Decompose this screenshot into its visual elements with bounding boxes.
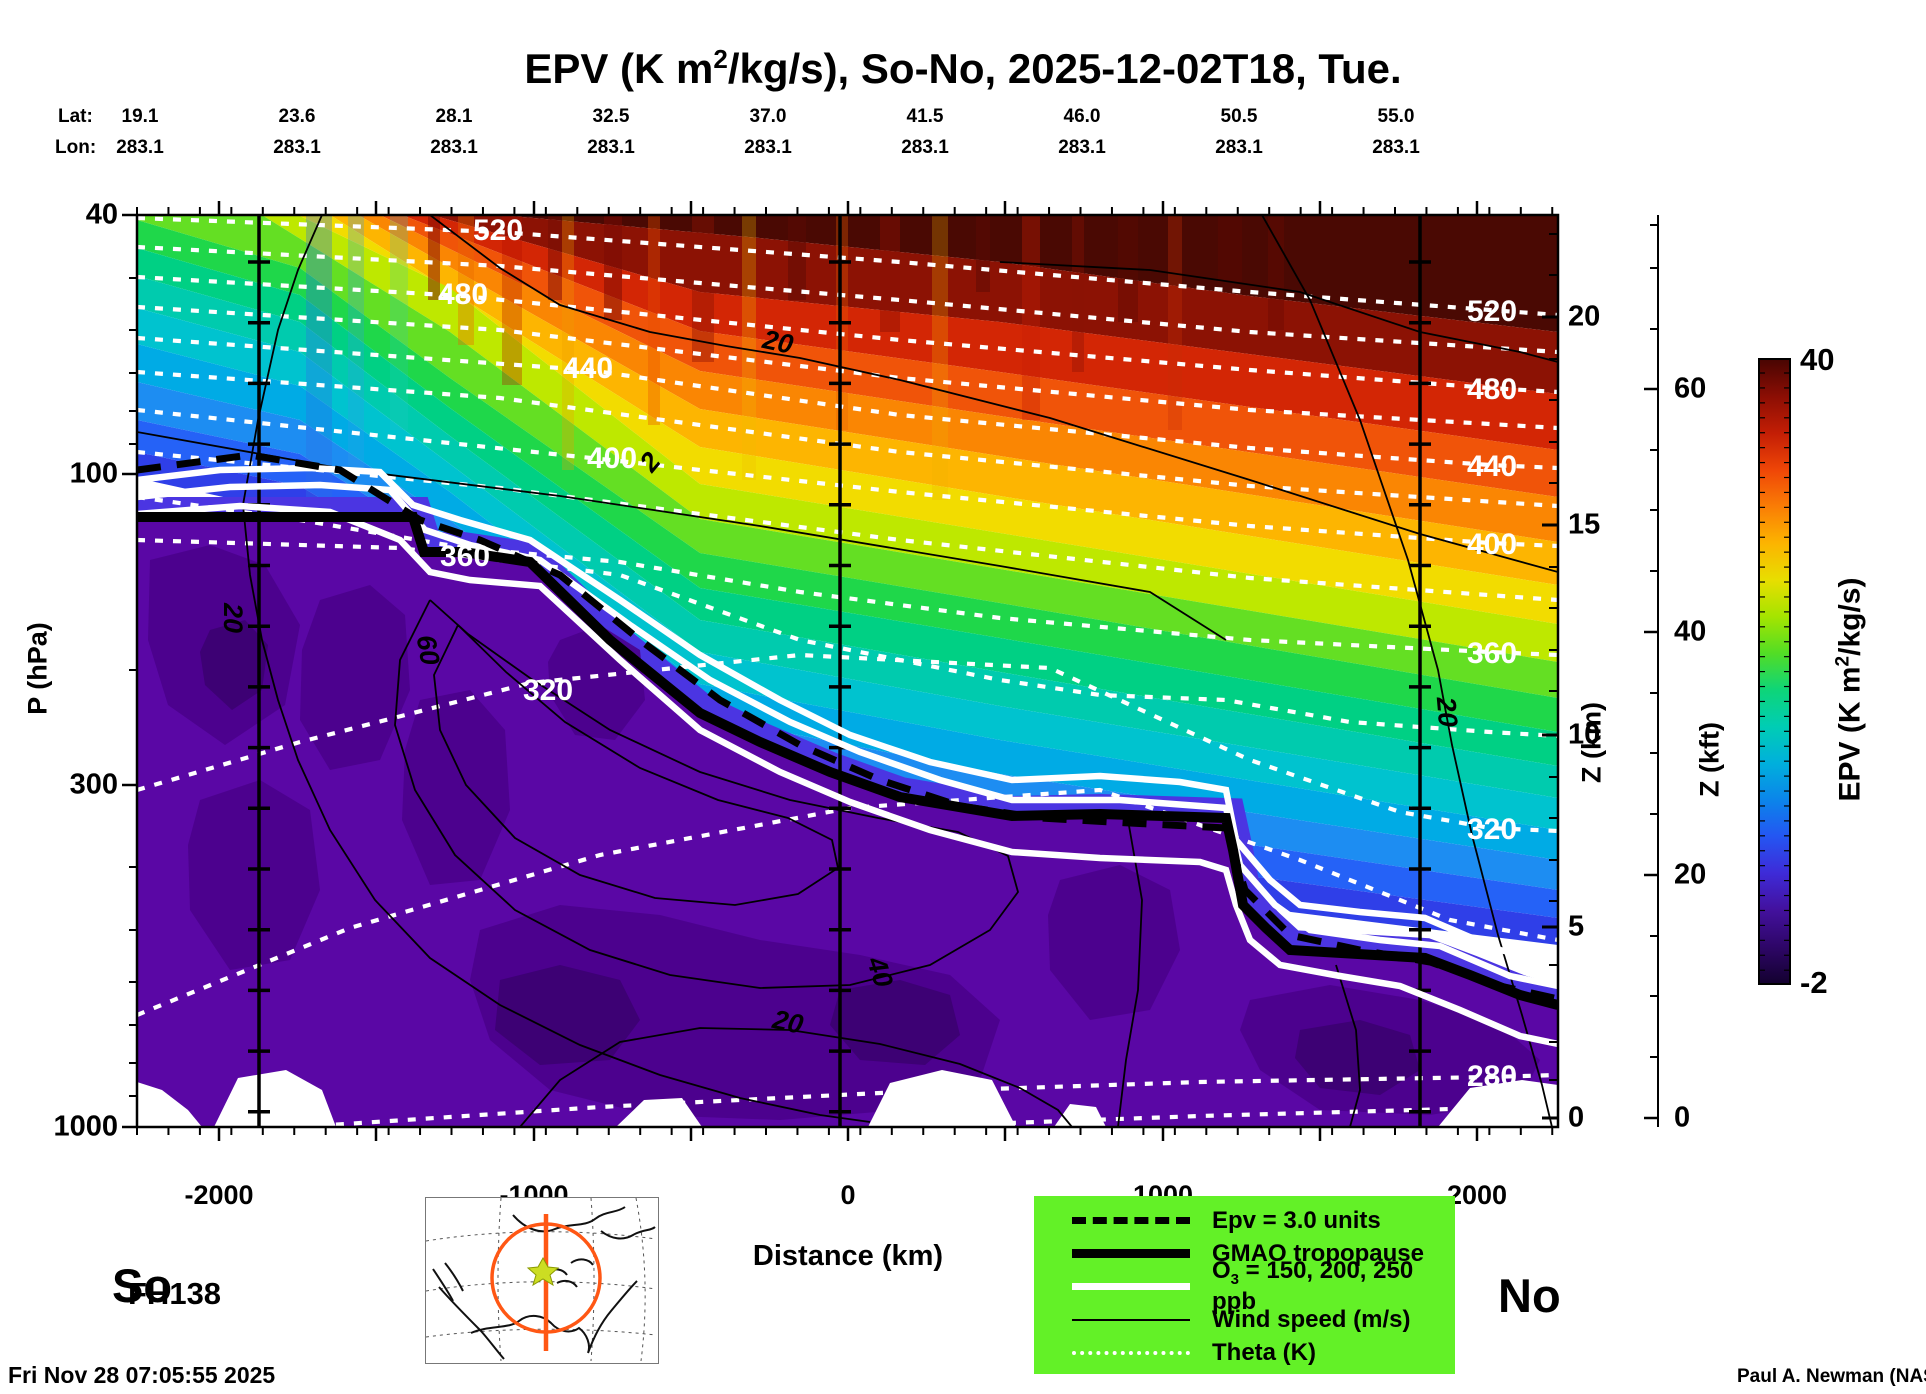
z-kft-tick-label: 60	[1674, 372, 1707, 405]
svg-text:400: 400	[587, 442, 637, 475]
z-kft-tick-label: 0	[1674, 1101, 1691, 1134]
svg-text:360: 360	[1467, 637, 1517, 670]
svg-text:400: 400	[1467, 528, 1517, 561]
lon-tick-label: 283.1	[587, 137, 635, 158]
lat-tick-label: 28.1	[435, 106, 473, 127]
lat-tick-label: 37.0	[749, 106, 787, 127]
svg-text:60: 60	[411, 633, 446, 668]
lon-tick-label: 283.1	[901, 137, 949, 158]
z-kft-tick-label: 20	[1674, 858, 1707, 891]
svg-text:20: 20	[1431, 695, 1464, 729]
tropopause-line-swatch	[1072, 1249, 1190, 1258]
distance-tick-label: 0	[840, 1180, 856, 1210]
lon-axis-key: Lon:	[55, 137, 97, 158]
chart-title: EPV (K m2/kg/s), So-No, 2025-12-02T18, T…	[524, 44, 1402, 92]
creation-timestamp: Fri Nov 28 07:05:55 2025	[8, 1362, 276, 1388]
forecast-hour-label: FH138	[128, 1276, 222, 1311]
legend-item-epv3: Epv = 3.0 units	[1072, 1204, 1455, 1237]
colorbar-ticks	[1758, 372, 1791, 971]
distance-axis-label: Distance (km)	[752, 1240, 944, 1272]
lon-tick-label: 283.1	[1372, 137, 1420, 158]
z-km-tick-label: 0	[1568, 1101, 1585, 1134]
legend-item-tropopause: GMAO tropopause	[1072, 1237, 1455, 1270]
lat-tick-label: 46.0	[1063, 106, 1101, 127]
distance-tick-label: -2000	[184, 1180, 254, 1210]
lat-tick-label: 32.5	[592, 106, 630, 127]
z-km-tick-label: 15	[1568, 508, 1601, 541]
map-inset	[425, 1197, 659, 1364]
svg-text:20: 20	[218, 602, 248, 633]
pressure-tick-label: 1000	[53, 1110, 118, 1143]
lon-tick-label: 283.1	[273, 137, 321, 158]
south-end-label: So	[112, 1259, 173, 1312]
legend-item-wind: Wind speed (m/s)	[1072, 1303, 1455, 1336]
z-km-tick-label: 5	[1568, 910, 1585, 943]
lat-tick-label: 41.5	[906, 106, 944, 127]
pressure-tick-label: 40	[85, 198, 118, 231]
pressure-tick-label: 300	[69, 768, 118, 801]
svg-text:480: 480	[1467, 373, 1517, 406]
svg-text:320: 320	[1467, 813, 1517, 846]
lat-tick-label: 55.0	[1377, 106, 1415, 127]
svg-text:320: 320	[523, 674, 573, 707]
epv3-dashed-line-swatch	[1072, 1217, 1190, 1224]
z-kft-tick-label: 40	[1674, 615, 1707, 648]
pressure-tick-label: 100	[69, 457, 118, 490]
lon-tick-label: 283.1	[430, 137, 478, 158]
credit-text: Paul A. Newman (NASA	[1737, 1366, 1926, 1387]
legend-label: Wind speed (m/s)	[1212, 1305, 1411, 1333]
svg-text:20: 20	[759, 324, 796, 360]
svg-text:520: 520	[1467, 295, 1517, 328]
legend: Epv = 3.0 units GMAO tropopause O3 = 150…	[1034, 1196, 1455, 1374]
svg-text:280: 280	[1467, 1060, 1517, 1093]
svg-text:360: 360	[440, 540, 490, 573]
lat-tick-label: 50.5	[1220, 106, 1258, 127]
lat-tick-label: 23.6	[278, 106, 316, 127]
colorbar-max-label: 40	[1800, 342, 1835, 377]
svg-text:520: 520	[473, 214, 523, 247]
colorbar-min-label: -2	[1800, 965, 1828, 1000]
lat-axis-key: Lat:	[58, 106, 93, 127]
legend-item-theta: Theta (K)	[1072, 1336, 1455, 1369]
ozone-line-swatch	[1072, 1283, 1190, 1290]
theta-line-swatch	[1072, 1350, 1190, 1355]
legend-label: GMAO tropopause	[1212, 1239, 1425, 1267]
wind-line-swatch	[1072, 1318, 1190, 1321]
svg-text:440: 440	[563, 352, 613, 385]
distance-tick-label: 2000	[1446, 1180, 1508, 1210]
lon-tick-label: 283.1	[1058, 137, 1106, 158]
legend-label: Theta (K)	[1212, 1338, 1316, 1366]
legend-label: O3 = 150, 200, 250 ppb	[1212, 1257, 1414, 1315]
lon-tick-label: 283.1	[744, 137, 792, 158]
z-km-tick-label: 20	[1568, 300, 1601, 333]
svg-text:440: 440	[1467, 450, 1517, 483]
lon-tick-label: 283.1	[1215, 137, 1263, 158]
colorbar-title: EPV (K m2/kg/s)	[1832, 577, 1867, 802]
z-km-tick-label: 10	[1568, 718, 1601, 751]
svg-text:20: 20	[769, 1004, 806, 1040]
north-end-label: No	[1498, 1269, 1561, 1322]
lat-tick-label: 19.1	[121, 106, 159, 127]
legend-item-ozone: O3 = 150, 200, 250 ppb	[1072, 1257, 1455, 1315]
svg-text:480: 480	[438, 278, 488, 311]
lon-tick-label: 283.1	[116, 137, 164, 158]
legend-label: Epv = 3.0 units	[1212, 1206, 1381, 1234]
